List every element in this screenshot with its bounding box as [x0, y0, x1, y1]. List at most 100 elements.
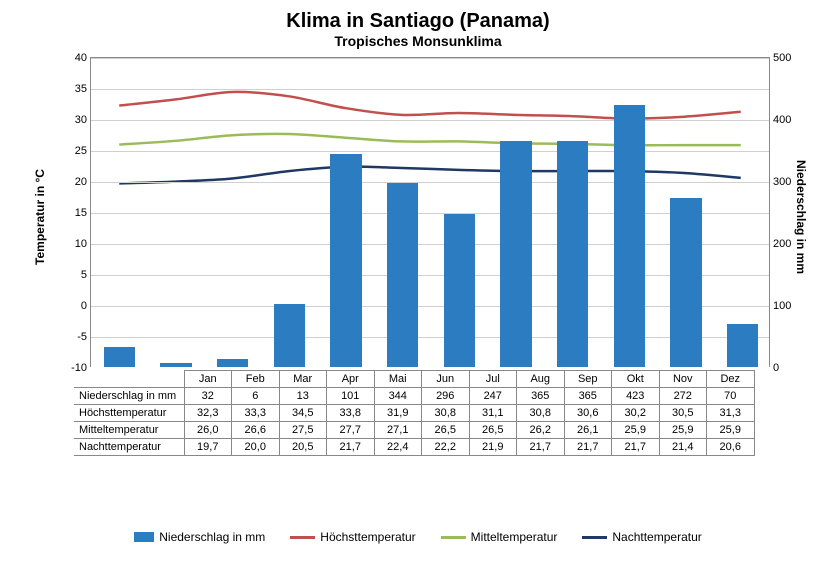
table-cell: 20,5	[279, 439, 327, 456]
table-cell: 33,8	[327, 405, 375, 422]
y-right-tick: 200	[769, 238, 791, 250]
gridline	[91, 120, 769, 121]
precip-bar	[330, 154, 361, 367]
table-cell: 365	[517, 388, 565, 405]
y-left-tick: 5	[81, 269, 91, 281]
y-right-tick: 100	[769, 300, 791, 312]
table-cell: 27,7	[327, 422, 375, 439]
y-right-tick: 300	[769, 176, 791, 188]
table-cell: 21,9	[469, 439, 517, 456]
legend-label: Mitteltemperatur	[471, 530, 558, 544]
table-cell: 101	[327, 388, 375, 405]
month-header: Mai	[374, 371, 422, 388]
table-row: Mitteltemperatur26,026,627,527,727,126,5…	[74, 422, 754, 439]
table-cell: 27,5	[279, 422, 327, 439]
gridline	[91, 337, 769, 338]
row-header: Niederschlag in mm	[74, 388, 184, 405]
table-cell: 70	[707, 388, 755, 405]
month-header: Feb	[232, 371, 280, 388]
table-cell: 6	[232, 388, 280, 405]
legend-label: Nachttemperatur	[612, 530, 701, 544]
month-header: Jun	[422, 371, 470, 388]
gridline	[91, 244, 769, 245]
y-left-tick: 35	[75, 83, 91, 95]
month-header: Nov	[659, 371, 707, 388]
gridline	[91, 306, 769, 307]
precip-bar	[670, 198, 701, 367]
legend-swatch	[290, 536, 315, 539]
hoechst-line	[119, 92, 741, 119]
table-cell: 21,7	[327, 439, 375, 456]
data-table: JanFebMarAprMaiJunJulAugSepOktNovDezNied…	[74, 370, 755, 456]
precip-bar	[274, 304, 305, 367]
table-header-row: JanFebMarAprMaiJunJulAugSepOktNovDez	[74, 371, 754, 388]
table-cell: 26,5	[422, 422, 470, 439]
chart-area: Temperatur in °C -10-5051015202530354001…	[15, 57, 821, 377]
gridline	[91, 275, 769, 276]
table-row: Niederschlag in mm3261310134429624736536…	[74, 388, 754, 405]
table-cell: 344	[374, 388, 422, 405]
table-cell: 20,6	[707, 439, 755, 456]
legend-item: Mitteltemperatur	[441, 530, 558, 544]
table-cell: 32,3	[184, 405, 232, 422]
table-cell: 25,9	[659, 422, 707, 439]
legend-label: Höchsttemperatur	[320, 530, 415, 544]
gridline	[91, 182, 769, 183]
table-cell: 30,6	[564, 405, 612, 422]
nacht-line	[119, 167, 741, 184]
table-cell: 33,3	[232, 405, 280, 422]
precip-bar	[160, 363, 191, 367]
month-header: Sep	[564, 371, 612, 388]
table-cell: 21,7	[612, 439, 660, 456]
legend-label: Niederschlag in mm	[159, 530, 265, 544]
y-axis-right-label: Niederschlag in mm	[794, 160, 808, 274]
legend-swatch	[441, 536, 466, 539]
legend-item: Niederschlag in mm	[134, 530, 265, 544]
table-cell: 21,7	[564, 439, 612, 456]
precip-bar	[217, 359, 248, 367]
y-right-tick: 400	[769, 114, 791, 126]
table-row: Nachttemperatur19,720,020,521,722,422,22…	[74, 439, 754, 456]
table-cell: 26,6	[232, 422, 280, 439]
table-cell: 30,8	[422, 405, 470, 422]
chart-title: Klima in Santiago (Panama)	[15, 10, 821, 33]
table-cell: 423	[612, 388, 660, 405]
gridline	[91, 213, 769, 214]
table-cell: 26,2	[517, 422, 565, 439]
precip-bar	[614, 105, 645, 367]
row-header: Nachttemperatur	[74, 439, 184, 456]
table-row: Höchsttemperatur32,333,334,533,831,930,8…	[74, 405, 754, 422]
y-right-tick: 0	[769, 362, 779, 374]
legend-swatch	[134, 532, 154, 542]
table-cell: 26,5	[469, 422, 517, 439]
table-cell: 22,2	[422, 439, 470, 456]
row-header: Höchsttemperatur	[74, 405, 184, 422]
y-left-tick: 10	[75, 238, 91, 250]
legend: Niederschlag in mm Höchsttemperatur Mittel…	[0, 530, 836, 544]
y-left-tick: 15	[75, 207, 91, 219]
table-cell: 30,5	[659, 405, 707, 422]
table-cell: 13	[279, 388, 327, 405]
climate-chart: Klima in Santiago (Panama) Tropisches Mo…	[0, 0, 836, 575]
gridline	[91, 58, 769, 59]
precip-bar	[557, 141, 588, 367]
legend-item: Höchsttemperatur	[290, 530, 415, 544]
precip-bar	[444, 214, 475, 367]
month-header: Jan	[184, 371, 232, 388]
month-header: Apr	[327, 371, 375, 388]
y-left-tick: 30	[75, 114, 91, 126]
table-cell: 27,1	[374, 422, 422, 439]
y-axis-left-label: Temperatur in °C	[33, 169, 47, 265]
precip-bar	[727, 324, 758, 367]
table-cell: 21,4	[659, 439, 707, 456]
gridline	[91, 89, 769, 90]
y-left-tick: 20	[75, 176, 91, 188]
precip-bar	[387, 183, 418, 367]
month-header: Dez	[707, 371, 755, 388]
precip-bar	[104, 347, 135, 367]
table-cell: 26,1	[564, 422, 612, 439]
precip-bar	[500, 141, 531, 367]
table-cell: 272	[659, 388, 707, 405]
table-cell: 365	[564, 388, 612, 405]
chart-subtitle: Tropisches Monsunklima	[15, 33, 821, 49]
